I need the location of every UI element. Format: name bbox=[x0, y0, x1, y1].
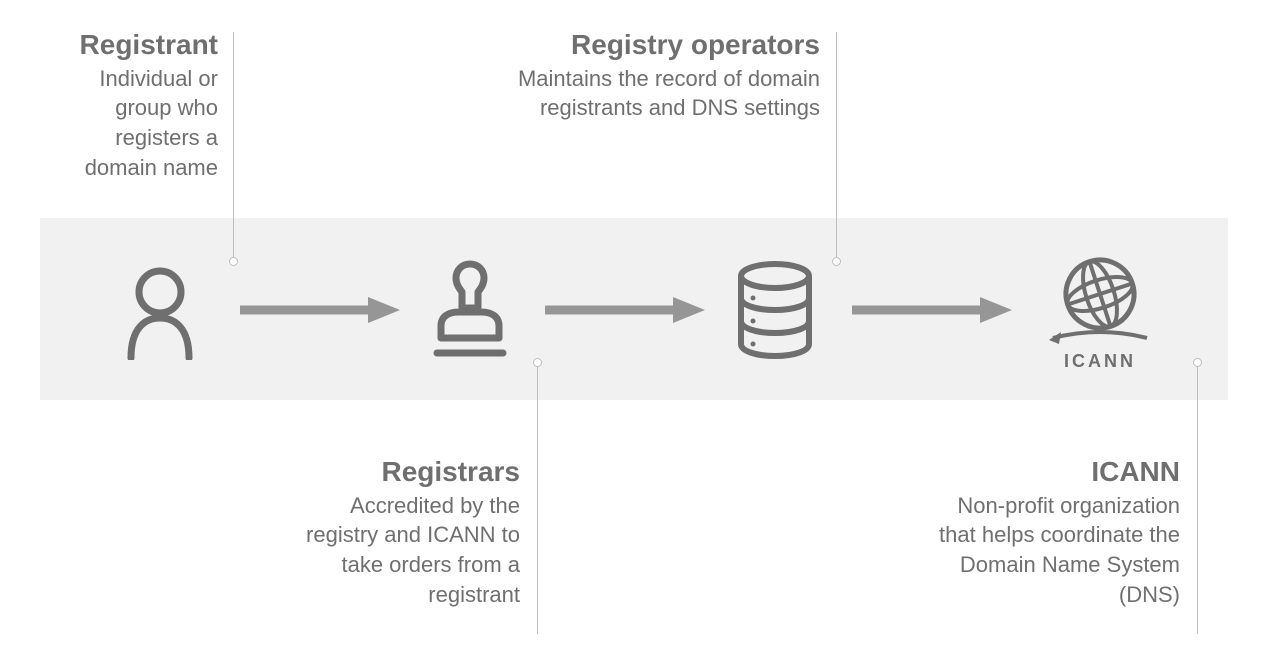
registrant-title: Registrant bbox=[40, 28, 218, 62]
registrars-leader-dot bbox=[533, 358, 542, 367]
registry-desc: Maintains the record of domain registran… bbox=[510, 64, 820, 123]
icann-desc: Non-profit organization that helps coord… bbox=[922, 491, 1180, 610]
stamp-icon bbox=[420, 260, 520, 360]
registrant-label: Registrant Individual or group who regis… bbox=[40, 28, 218, 182]
icann-logo-text: ICANN bbox=[1064, 351, 1136, 372]
arrow-1 bbox=[240, 300, 400, 320]
database-icon bbox=[725, 260, 825, 360]
registry-label: Registry operators Maintains the record … bbox=[510, 28, 820, 123]
registrant-desc: Individual or group who registers a doma… bbox=[40, 64, 218, 183]
registrars-label: Registrars Accredited by the registry an… bbox=[300, 455, 520, 609]
registrars-leader-line bbox=[537, 364, 538, 634]
registrars-desc: Accredited by the registry and ICANN to … bbox=[300, 491, 520, 610]
registrant-leader-dot bbox=[229, 257, 238, 266]
icann-label: ICANN Non-profit organization that helps… bbox=[922, 455, 1180, 609]
registry-title: Registry operators bbox=[510, 28, 820, 62]
person-icon bbox=[110, 260, 210, 360]
registry-leader-line bbox=[836, 32, 837, 260]
arrow-3 bbox=[852, 300, 1012, 320]
arrow-2 bbox=[545, 300, 705, 320]
icann-leader-dot bbox=[1193, 358, 1202, 367]
registrant-leader-line bbox=[233, 32, 234, 260]
registrars-title: Registrars bbox=[300, 455, 520, 489]
icann-title: ICANN bbox=[922, 455, 1180, 489]
registry-leader-dot bbox=[832, 257, 841, 266]
icann-leader-line bbox=[1197, 364, 1198, 634]
icann-globe-icon: ICANN bbox=[1030, 248, 1170, 378]
